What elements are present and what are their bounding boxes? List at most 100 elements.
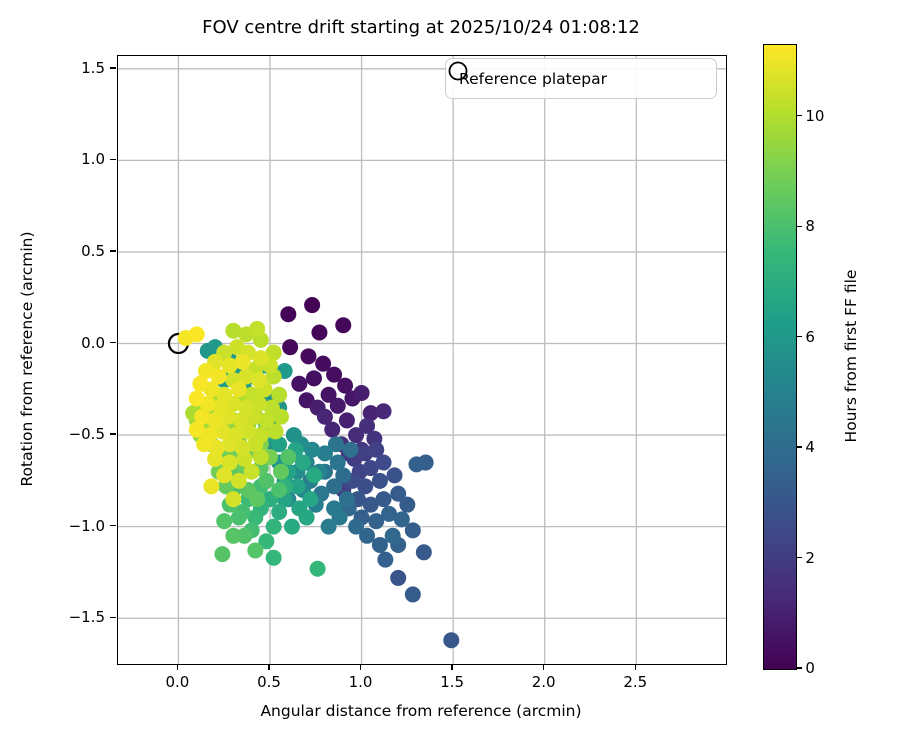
data-point [316,445,333,462]
x-tick-label: 0.0 [165,673,190,691]
data-point [381,505,398,522]
data-point [326,366,343,383]
data-point [203,478,220,495]
data-point [225,491,242,508]
tick-mark [796,556,802,559]
data-point [188,326,205,343]
scatter-plot [118,56,726,664]
data-point [272,463,289,480]
data-point [311,324,328,341]
plot-area: Reference platepar [117,55,727,665]
data-point [362,460,379,477]
tick-mark [268,664,270,670]
legend-label: Reference platepar [459,69,607,88]
data-point [404,522,421,539]
data-point [271,482,288,499]
data-point [302,491,319,508]
data-point [291,375,308,392]
data-point [375,403,392,420]
tick-mark [110,433,116,435]
data-point [368,513,385,530]
tick-mark [110,616,116,618]
data-point [238,399,255,416]
data-point [359,527,376,544]
data-point [197,362,214,379]
data-point [320,386,337,403]
colorbar-tick-label: 0 [805,659,815,677]
data-point [357,478,374,495]
data-point [265,518,282,535]
tick-mark [796,446,802,448]
y-tick-label: 1.0 [81,150,105,169]
tick-mark [796,667,802,669]
data-point [329,397,346,414]
data-point [280,449,297,466]
data-point [327,436,344,453]
data-point [265,344,282,361]
data-point [221,436,238,453]
data-point [258,472,275,489]
data-point [214,546,231,563]
data-point [371,536,388,553]
data-point [238,368,255,385]
data-point [283,518,300,535]
legend: Reference platepar [445,58,717,99]
data-point [338,491,355,508]
y-axis-label: Rotation from reference (arcmin) [18,231,36,487]
data-point [280,306,297,323]
data-point [324,421,341,438]
data-point [232,412,249,429]
data-point [252,350,269,367]
open-circle-icon [448,61,468,81]
tick-mark [110,524,116,527]
y-tick-label: 0.5 [81,241,105,260]
tick-mark [796,225,802,227]
data-point [271,436,288,453]
data-point [375,454,392,471]
colorbar [763,44,797,670]
tick-mark [359,664,362,670]
data-point [282,339,299,356]
data-point [348,427,365,444]
data-point [335,467,352,484]
data-point [188,421,205,438]
data-point [300,348,317,365]
data-point [234,353,251,370]
data-point [230,509,247,526]
data-point [216,513,233,530]
y-tick-label: −1.0 [68,516,105,535]
tick-mark [110,341,116,344]
data-point [326,500,343,517]
data-point [251,372,268,389]
data-point [362,405,379,422]
chart-title: FOV centre drift starting at 2025/10/24 … [202,17,640,38]
data-point [326,478,343,495]
data-point [375,491,392,508]
tick-mark [542,664,545,670]
data-point [408,456,425,473]
colorbar-tick-label: 10 [805,106,825,125]
colorbar-tick-label: 6 [805,327,815,346]
data-point [353,384,370,401]
data-point [271,386,288,403]
data-point [294,454,311,471]
data-point [338,412,355,429]
colorbar-tick-label: 8 [805,217,815,236]
data-point [309,560,326,577]
colorbar-label: Hours from first FF file [842,269,860,443]
data-point [304,297,321,314]
data-point [225,322,242,339]
tick-mark [110,158,116,161]
data-point [362,496,379,513]
tick-mark [176,664,179,670]
data-point [371,472,388,489]
tick-mark [634,664,636,670]
data-point [258,412,275,429]
data-point [210,368,227,385]
data-point [386,467,403,484]
data-point [258,533,275,550]
data-point [305,370,322,387]
data-point [289,478,306,495]
data-point [393,511,410,528]
